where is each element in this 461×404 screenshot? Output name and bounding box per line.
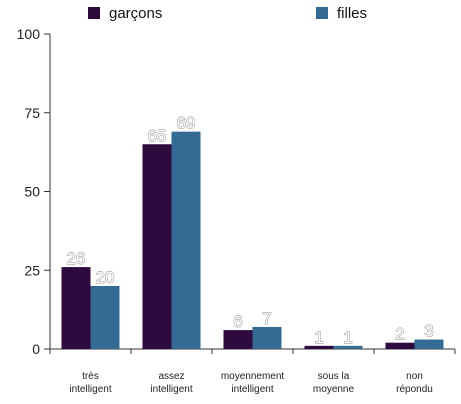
bar-filles: [90, 286, 120, 349]
bar-garçons: [304, 345, 334, 349]
legend-swatch: [88, 7, 100, 19]
x-category-line: répondu: [396, 384, 433, 395]
bar-garçons: [61, 267, 91, 349]
bar-filles: [171, 131, 201, 349]
bar-filles: [414, 339, 444, 349]
x-category-line: non: [406, 371, 423, 382]
x-category-label: très intelligent: [69, 371, 111, 395]
x-category-line: intelligent: [69, 384, 111, 395]
data-label: 3: [424, 322, 433, 341]
legend-label: garçons: [109, 5, 162, 22]
bar-garçons: [142, 144, 172, 349]
x-category-line: assez: [158, 371, 184, 382]
x-category-label: assez intelligent: [150, 371, 192, 395]
data-label: 1: [343, 328, 352, 347]
x-category-label: non répondu: [396, 371, 433, 395]
bar-garçons: [385, 342, 415, 349]
bar-filles: [333, 345, 363, 349]
y-tick-label: 50: [24, 184, 40, 200]
x-category-line: intelligent: [231, 384, 273, 395]
data-label: 20: [96, 268, 115, 287]
bars: [61, 131, 444, 349]
data-label: 7: [262, 309, 271, 328]
data-label: 6: [233, 312, 242, 331]
data-label: 65: [148, 126, 167, 145]
data-labels: 26 65 6 1 2 20 69 7 1 3: [66, 113, 434, 347]
y-tick-label: 0: [32, 341, 40, 357]
x-category-line: très: [82, 371, 99, 382]
x-category-line: sous la: [318, 371, 350, 382]
data-label: 69: [177, 114, 196, 133]
data-label: 2: [395, 325, 404, 344]
data-label: 1: [314, 328, 323, 347]
x-category-line: moyennement: [221, 371, 285, 382]
bar-filles: [252, 326, 282, 349]
x-category-label: moyennement intelligent: [221, 371, 285, 395]
y-tick-label: 25: [24, 262, 40, 278]
data-label: 26: [67, 249, 86, 268]
x-category-line: moyenne: [313, 384, 355, 395]
y-tick-label: 100: [17, 26, 41, 42]
y-tick-label: 75: [24, 105, 40, 121]
bar-garçons: [223, 330, 253, 349]
x-category-label: sous la moyenne: [313, 371, 355, 395]
legend-label: filles: [337, 5, 367, 22]
legend-swatch: [316, 7, 328, 19]
x-category-line: intelligent: [150, 384, 192, 395]
y-axis: 0 25 50 75 100: [17, 26, 51, 357]
legend: garçons filles: [88, 5, 367, 22]
